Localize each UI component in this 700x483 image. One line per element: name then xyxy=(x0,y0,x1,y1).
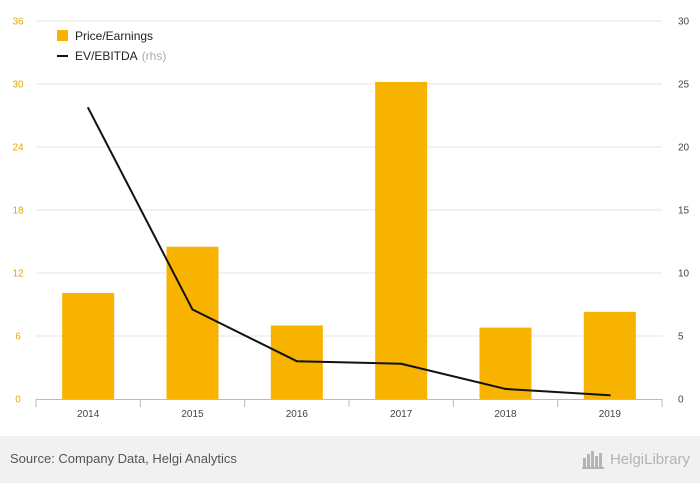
x-axis: 2014 2015 2016 2017 2018 2019 xyxy=(35,399,663,420)
y-left-tick-label: 6 xyxy=(15,332,21,343)
ev-ebitda-point-2014 xyxy=(87,106,90,109)
bar-2019 xyxy=(583,311,636,399)
y-right-tick-label: 5 xyxy=(678,332,684,343)
ev-ebitda-point-2016 xyxy=(295,360,298,363)
y-right-tick-label: 0 xyxy=(678,395,684,406)
bars xyxy=(62,81,636,400)
bar-2015 xyxy=(166,246,219,399)
legend: Price/Earnings EV/EBITDA (rhs) xyxy=(57,29,166,63)
ev-ebitda-point-2015 xyxy=(191,308,194,311)
y-axis-right: 0 5 10 15 20 25 30 xyxy=(678,17,690,406)
x-tick-label: 2017 xyxy=(390,409,413,420)
ev-ebitda-point-2018 xyxy=(504,387,507,390)
ev-ebitda-point-2017 xyxy=(400,362,403,365)
y-right-tick-label: 20 xyxy=(678,143,690,154)
y-left-tick-label: 30 xyxy=(12,80,24,91)
x-tick-label: 2016 xyxy=(286,409,309,420)
legend-line-suffix: (rhs) xyxy=(142,49,167,63)
x-tick-label: 2018 xyxy=(494,409,517,420)
ev-ebitda-line xyxy=(87,106,611,397)
bar-2014 xyxy=(62,292,115,399)
y-right-tick-label: 25 xyxy=(678,80,690,91)
y-axis-left: 0 6 12 18 24 30 36 xyxy=(12,17,24,406)
legend-bar-swatch xyxy=(57,30,68,41)
x-tick-label: 2015 xyxy=(181,409,204,420)
legend-bar-label: Price/Earnings xyxy=(75,29,153,43)
ev-ebitda-point-2019 xyxy=(608,394,611,397)
legend-line-label: EV/EBITDA (rhs) xyxy=(75,49,166,63)
y-left-tick-label: 24 xyxy=(12,143,24,154)
y-left-tick-label: 12 xyxy=(12,269,24,280)
logo-text: HelgiLibrary xyxy=(609,450,690,468)
x-tick-label: 2014 xyxy=(77,409,100,420)
ev-ebitda-polyline xyxy=(87,107,610,397)
y-right-tick-label: 15 xyxy=(678,206,690,217)
y-right-tick-label: 30 xyxy=(678,17,690,28)
y-left-tick-label: 18 xyxy=(12,206,24,217)
helgi-library-logo[interactable]: HelgiLibrary xyxy=(581,448,690,470)
source-note: Source: Company Data, Helgi Analytics xyxy=(10,451,237,466)
x-tick-label: 2019 xyxy=(599,409,622,420)
grid-lines xyxy=(36,20,662,337)
city-skyline-icon xyxy=(581,451,604,469)
y-right-tick-label: 10 xyxy=(678,269,690,280)
y-left-tick-label: 36 xyxy=(12,17,24,28)
legend-line-name: EV/EBITDA xyxy=(75,49,138,63)
y-left-tick-label: 0 xyxy=(15,395,21,406)
footer: Source: Company Data, Helgi Analytics He… xyxy=(0,436,700,483)
bar-2018 xyxy=(479,327,532,399)
bar-2017 xyxy=(375,81,428,400)
